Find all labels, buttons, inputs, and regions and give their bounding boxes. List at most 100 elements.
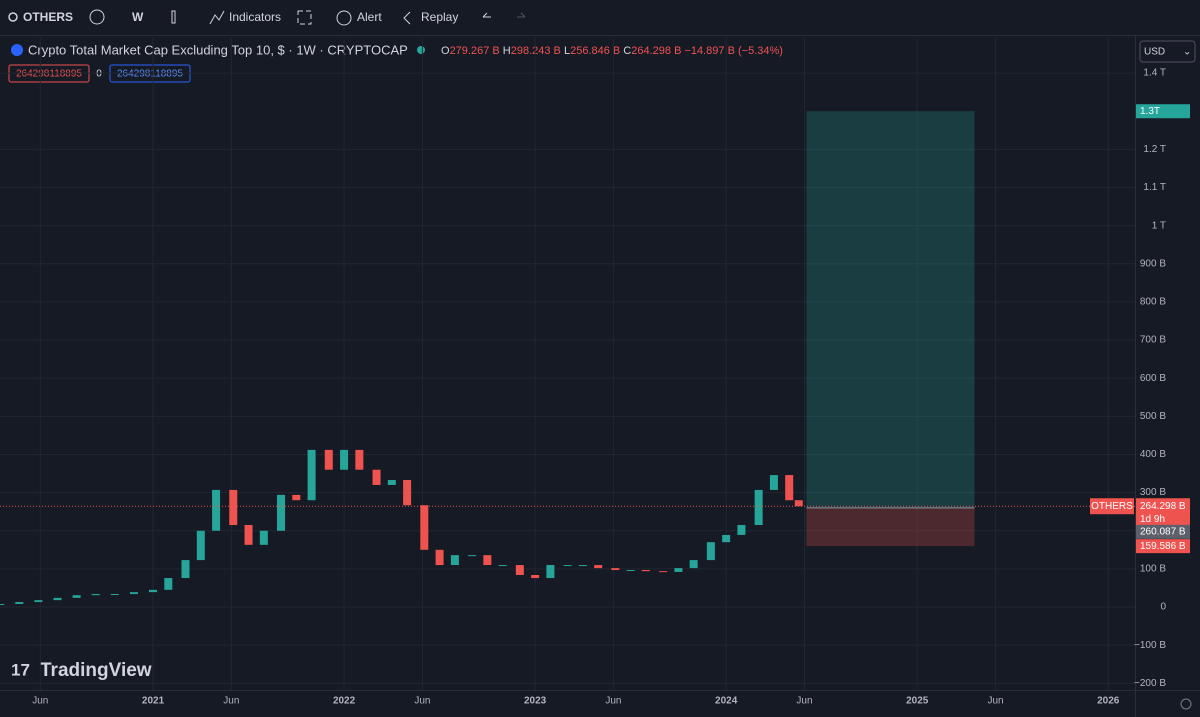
alert-icon[interactable] xyxy=(336,10,352,26)
brand-logo: 17 xyxy=(11,660,30,679)
interval-button[interactable]: W xyxy=(132,10,144,24)
candle xyxy=(659,571,668,573)
y-tick-label: 100 B xyxy=(1140,564,1166,575)
candle xyxy=(372,469,381,485)
x-tick-label: Jun xyxy=(987,696,1003,707)
y-tick-label: 1 T xyxy=(1152,220,1166,231)
market-status xyxy=(417,46,425,54)
ohlc-value: 256.846 B xyxy=(570,45,620,57)
candle xyxy=(164,578,173,590)
target-zone xyxy=(806,111,975,508)
candle xyxy=(769,475,778,490)
symbol-tag-text: OTHERS xyxy=(1091,501,1133,512)
candle xyxy=(196,530,205,561)
y-tick-label: 600 B xyxy=(1140,373,1166,384)
candle xyxy=(110,594,119,596)
symbol-button[interactable]: OTHERS xyxy=(23,10,73,24)
candle xyxy=(611,568,620,571)
x-tick-label: Jun xyxy=(605,696,621,707)
ohlc-key: L xyxy=(564,45,570,57)
compare-button[interactable] xyxy=(89,9,105,25)
candle xyxy=(181,560,190,579)
x-tick-label: 2026 xyxy=(1097,696,1120,707)
y-tick-label: 1.4 T xyxy=(1143,68,1166,79)
candle xyxy=(403,480,412,506)
candle xyxy=(15,602,24,604)
chart-type-button[interactable] xyxy=(171,10,176,24)
candle xyxy=(722,534,731,543)
alert-button[interactable]: Alert xyxy=(357,10,382,24)
candle xyxy=(0,603,5,605)
buy-price[interactable]: 264298118895 xyxy=(117,69,183,80)
x-tick-label: Jun xyxy=(414,696,430,707)
candle xyxy=(292,494,301,501)
y-tick-label: 700 B xyxy=(1140,335,1166,346)
currency-caret: ⌄ xyxy=(1183,47,1191,58)
candle xyxy=(229,489,238,526)
settings-button[interactable] xyxy=(1180,698,1192,710)
indicators-icon[interactable] xyxy=(209,10,225,25)
symbol-logo xyxy=(11,44,23,56)
candle xyxy=(578,565,587,567)
candle xyxy=(259,530,268,545)
candle xyxy=(641,570,650,572)
ohlc-value: 298.243 B xyxy=(511,45,561,57)
replay-icon[interactable] xyxy=(403,11,411,25)
y-tick-label: 400 B xyxy=(1140,449,1166,460)
y-tick-label: −100 B xyxy=(1134,640,1166,651)
y-tick-label: −200 B xyxy=(1134,678,1166,689)
x-tick-label: Jun xyxy=(32,696,48,707)
x-tick-label: Jun xyxy=(223,696,239,707)
entry-label: 260.087 B xyxy=(1140,526,1186,537)
replay-button[interactable]: Replay xyxy=(421,10,458,24)
candle xyxy=(626,570,635,572)
candle xyxy=(307,449,316,501)
candle xyxy=(737,525,746,535)
x-tick-label: Jun xyxy=(796,696,812,707)
candle xyxy=(754,489,763,526)
candle xyxy=(355,449,364,470)
candle xyxy=(794,500,803,507)
redo-button[interactable] xyxy=(517,12,526,18)
candle xyxy=(34,600,43,603)
ohlc-value: 279.267 B xyxy=(450,45,500,57)
currency[interactable]: USD xyxy=(1144,47,1165,58)
candle xyxy=(531,574,540,579)
ohlc-key: C xyxy=(623,45,631,57)
stop-zone xyxy=(806,507,975,547)
candle xyxy=(689,560,698,569)
candle xyxy=(212,489,221,531)
candle xyxy=(546,565,555,579)
candle xyxy=(563,565,572,567)
templates-button[interactable] xyxy=(297,10,312,25)
indicators-button[interactable]: Indicators xyxy=(229,10,281,24)
ohlc-value: 264.298 B xyxy=(631,45,681,57)
x-tick-label: 2024 xyxy=(715,696,738,707)
legend: Crypto Total Market Cap Excluding Top 10… xyxy=(8,42,783,83)
candle xyxy=(450,555,459,566)
candle xyxy=(149,589,158,593)
sell-price[interactable]: 264298118895 xyxy=(16,69,82,80)
candle xyxy=(129,592,138,595)
candle xyxy=(420,505,429,550)
currency-button[interactable] xyxy=(1139,40,1196,63)
candle xyxy=(53,597,62,601)
candle xyxy=(340,449,349,470)
price-tag xyxy=(1136,498,1190,529)
candle xyxy=(498,565,507,567)
undo-button[interactable] xyxy=(482,12,491,18)
candle xyxy=(483,555,492,566)
candle xyxy=(277,494,286,531)
y-tick-label: 1.1 T xyxy=(1143,182,1166,193)
ohlc-change: −14.897 B (−5.34%) xyxy=(684,45,782,57)
search-icon[interactable] xyxy=(8,12,18,22)
y-tick-label: 0 xyxy=(1160,602,1166,613)
target-label-box xyxy=(1136,104,1190,119)
toolbar: OTHERS W Indicators Alert Replay xyxy=(8,9,526,26)
candle xyxy=(468,555,477,557)
y-tick-label: 300 B xyxy=(1140,487,1166,498)
spread: 0 xyxy=(96,69,102,80)
ohlc: O279.267 B H298.243 B L256.846 B C264.29… xyxy=(441,45,783,57)
